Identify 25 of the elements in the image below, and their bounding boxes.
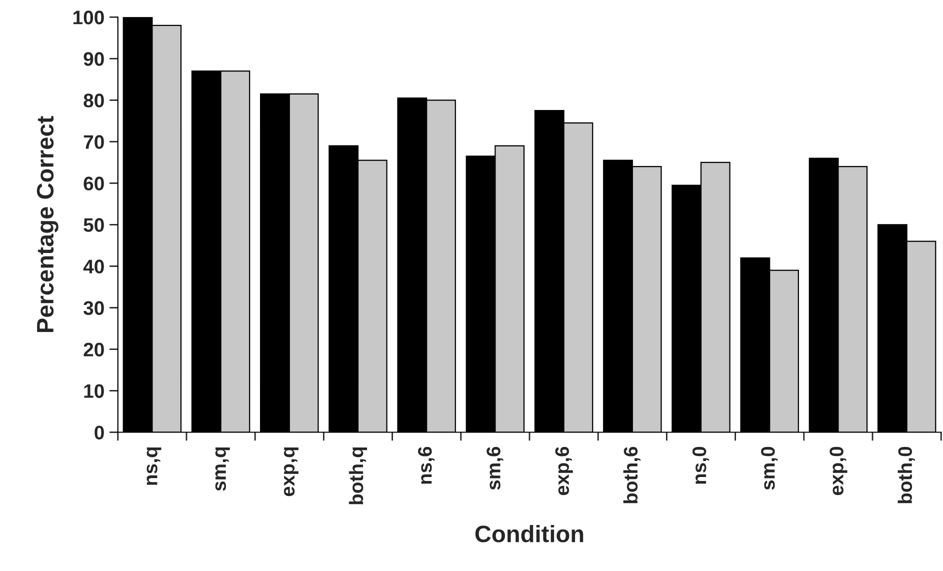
x-tick-label: both,q	[348, 447, 368, 504]
y-tick-label: 70	[84, 135, 104, 149]
x-tick-label: sm,6	[486, 446, 504, 490]
y-tick-label: 50	[84, 218, 104, 232]
x-axis-title: Condition	[475, 524, 584, 542]
x-tick-label: ns,q	[146, 447, 162, 485]
y-tick-label: 90	[84, 52, 104, 66]
x-tick-label: sm,0	[761, 446, 778, 490]
x-tick-label: exp,q	[284, 447, 298, 496]
y-tick-label: 80	[84, 94, 104, 108]
x-tick-label: sm,q	[215, 447, 230, 491]
x-tick-label: ns,0	[692, 446, 710, 484]
y-axis-title: Percentage Correct	[36, 116, 58, 332]
y-tick-label: 20	[84, 342, 104, 356]
x-tick-label: ns,6	[418, 446, 435, 484]
y-tick-label: 0	[94, 426, 104, 440]
y-tick-label: 30	[84, 301, 104, 315]
y-tick-label: 40	[83, 260, 104, 274]
x-tick-label: exp,6	[555, 446, 573, 496]
x-tick-label: both,0	[898, 446, 915, 504]
y-tick-label: 10	[84, 384, 104, 398]
x-tick-label: both,6	[623, 446, 640, 504]
y-tick-label: 100	[73, 10, 104, 24]
y-tick-label: 60	[84, 176, 104, 190]
x-tick-label: exp,0	[830, 446, 848, 496]
